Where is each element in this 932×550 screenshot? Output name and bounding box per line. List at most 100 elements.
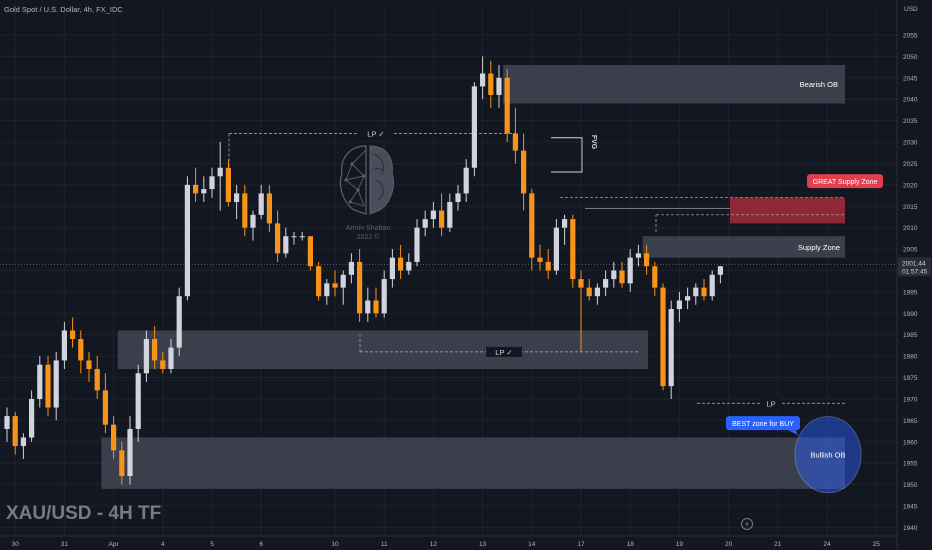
candle[interactable] <box>570 214 576 288</box>
candle[interactable] <box>439 193 445 237</box>
candle[interactable] <box>562 214 568 245</box>
candle[interactable] <box>504 69 510 143</box>
candle[interactable] <box>463 159 469 202</box>
candle[interactable] <box>152 326 158 369</box>
candle[interactable] <box>398 244 404 280</box>
candle[interactable] <box>586 279 592 301</box>
candle[interactable] <box>603 270 609 297</box>
x-tick-label: 20 <box>725 541 733 548</box>
candle[interactable] <box>709 270 715 301</box>
current-price-tag[interactable] <box>898 257 931 277</box>
candle[interactable] <box>414 219 420 267</box>
candle[interactable] <box>389 249 395 288</box>
candle[interactable] <box>553 219 559 275</box>
candle[interactable] <box>201 176 207 202</box>
candle[interactable] <box>37 356 43 408</box>
candle-body <box>143 339 149 374</box>
candle[interactable] <box>365 287 371 322</box>
candle[interactable] <box>234 184 240 220</box>
candle[interactable] <box>135 364 141 442</box>
candle[interactable] <box>61 321 67 369</box>
candle-body <box>275 223 281 254</box>
candle[interactable] <box>594 283 600 305</box>
candle-body <box>693 287 699 297</box>
candle[interactable] <box>193 167 199 202</box>
candle[interactable] <box>512 107 518 164</box>
candle[interactable] <box>70 317 76 348</box>
candle[interactable] <box>619 261 625 288</box>
candle[interactable] <box>209 167 215 198</box>
candle[interactable] <box>258 184 264 220</box>
candle[interactable] <box>225 159 231 207</box>
candle[interactable] <box>717 266 723 284</box>
candle[interactable] <box>480 56 486 100</box>
candle[interactable] <box>537 244 543 271</box>
candle[interactable] <box>78 330 84 374</box>
candle[interactable] <box>471 82 477 177</box>
candle[interactable] <box>184 176 190 301</box>
candle[interactable] <box>4 407 10 442</box>
candle[interactable] <box>660 283 666 391</box>
candle[interactable] <box>217 142 223 211</box>
candle[interactable] <box>545 249 551 280</box>
price-axis[interactable]: USD 1940 1945 1950 1955 1960 1965 1970 1975 1980… <box>896 0 932 550</box>
candle[interactable] <box>29 390 35 442</box>
candle[interactable] <box>45 356 51 417</box>
candle[interactable] <box>275 210 281 262</box>
candle[interactable] <box>685 287 691 310</box>
candle[interactable] <box>668 300 674 399</box>
candle[interactable] <box>422 210 428 237</box>
candle[interactable] <box>127 416 133 485</box>
candle[interactable] <box>406 253 412 275</box>
candles[interactable] <box>4 56 723 485</box>
candle[interactable] <box>20 433 26 459</box>
candle[interactable] <box>693 283 699 305</box>
candle[interactable] <box>488 60 494 108</box>
candle[interactable] <box>307 236 313 271</box>
candle[interactable] <box>299 231 305 241</box>
candle[interactable] <box>676 291 682 322</box>
candle[interactable] <box>143 330 149 382</box>
candle[interactable] <box>529 189 535 271</box>
candle[interactable] <box>348 253 354 284</box>
candle[interactable] <box>94 356 100 399</box>
candle[interactable] <box>496 64 502 108</box>
candle[interactable] <box>652 261 658 297</box>
candle[interactable] <box>521 133 527 211</box>
candle[interactable] <box>373 287 379 318</box>
lightning-icon[interactable] <box>741 518 753 530</box>
candle[interactable] <box>53 351 59 421</box>
candle[interactable] <box>160 351 166 374</box>
candle[interactable] <box>611 261 617 288</box>
candle[interactable] <box>168 339 174 374</box>
candle[interactable] <box>627 249 633 292</box>
candle[interactable] <box>447 193 453 232</box>
time-axis[interactable]: 30 31 Apr 4 5 6 10 11 12 13 14 17 18 19 20 21 24 25 <box>0 535 897 548</box>
candle[interactable] <box>111 416 117 459</box>
candle[interactable] <box>119 441 125 485</box>
candle[interactable] <box>324 279 330 305</box>
candle-body <box>348 261 354 275</box>
candle[interactable] <box>455 184 461 211</box>
candle[interactable] <box>86 351 92 382</box>
candle[interactable] <box>332 270 338 297</box>
candle[interactable] <box>340 270 346 305</box>
candle[interactable] <box>266 184 272 232</box>
candle[interactable] <box>430 201 436 228</box>
candle[interactable] <box>357 249 363 322</box>
candle[interactable] <box>176 287 182 357</box>
candle[interactable] <box>644 244 650 275</box>
candle[interactable] <box>578 270 584 352</box>
candle[interactable] <box>635 244 641 267</box>
candle[interactable] <box>12 411 18 455</box>
candle[interactable] <box>283 227 289 258</box>
candle[interactable] <box>102 373 108 434</box>
candle[interactable] <box>291 231 297 245</box>
candle[interactable] <box>316 261 322 301</box>
candle-body <box>258 193 264 215</box>
candle[interactable] <box>701 279 707 301</box>
candle[interactable] <box>242 184 248 237</box>
candle[interactable] <box>381 270 387 318</box>
candle[interactable] <box>250 210 256 241</box>
